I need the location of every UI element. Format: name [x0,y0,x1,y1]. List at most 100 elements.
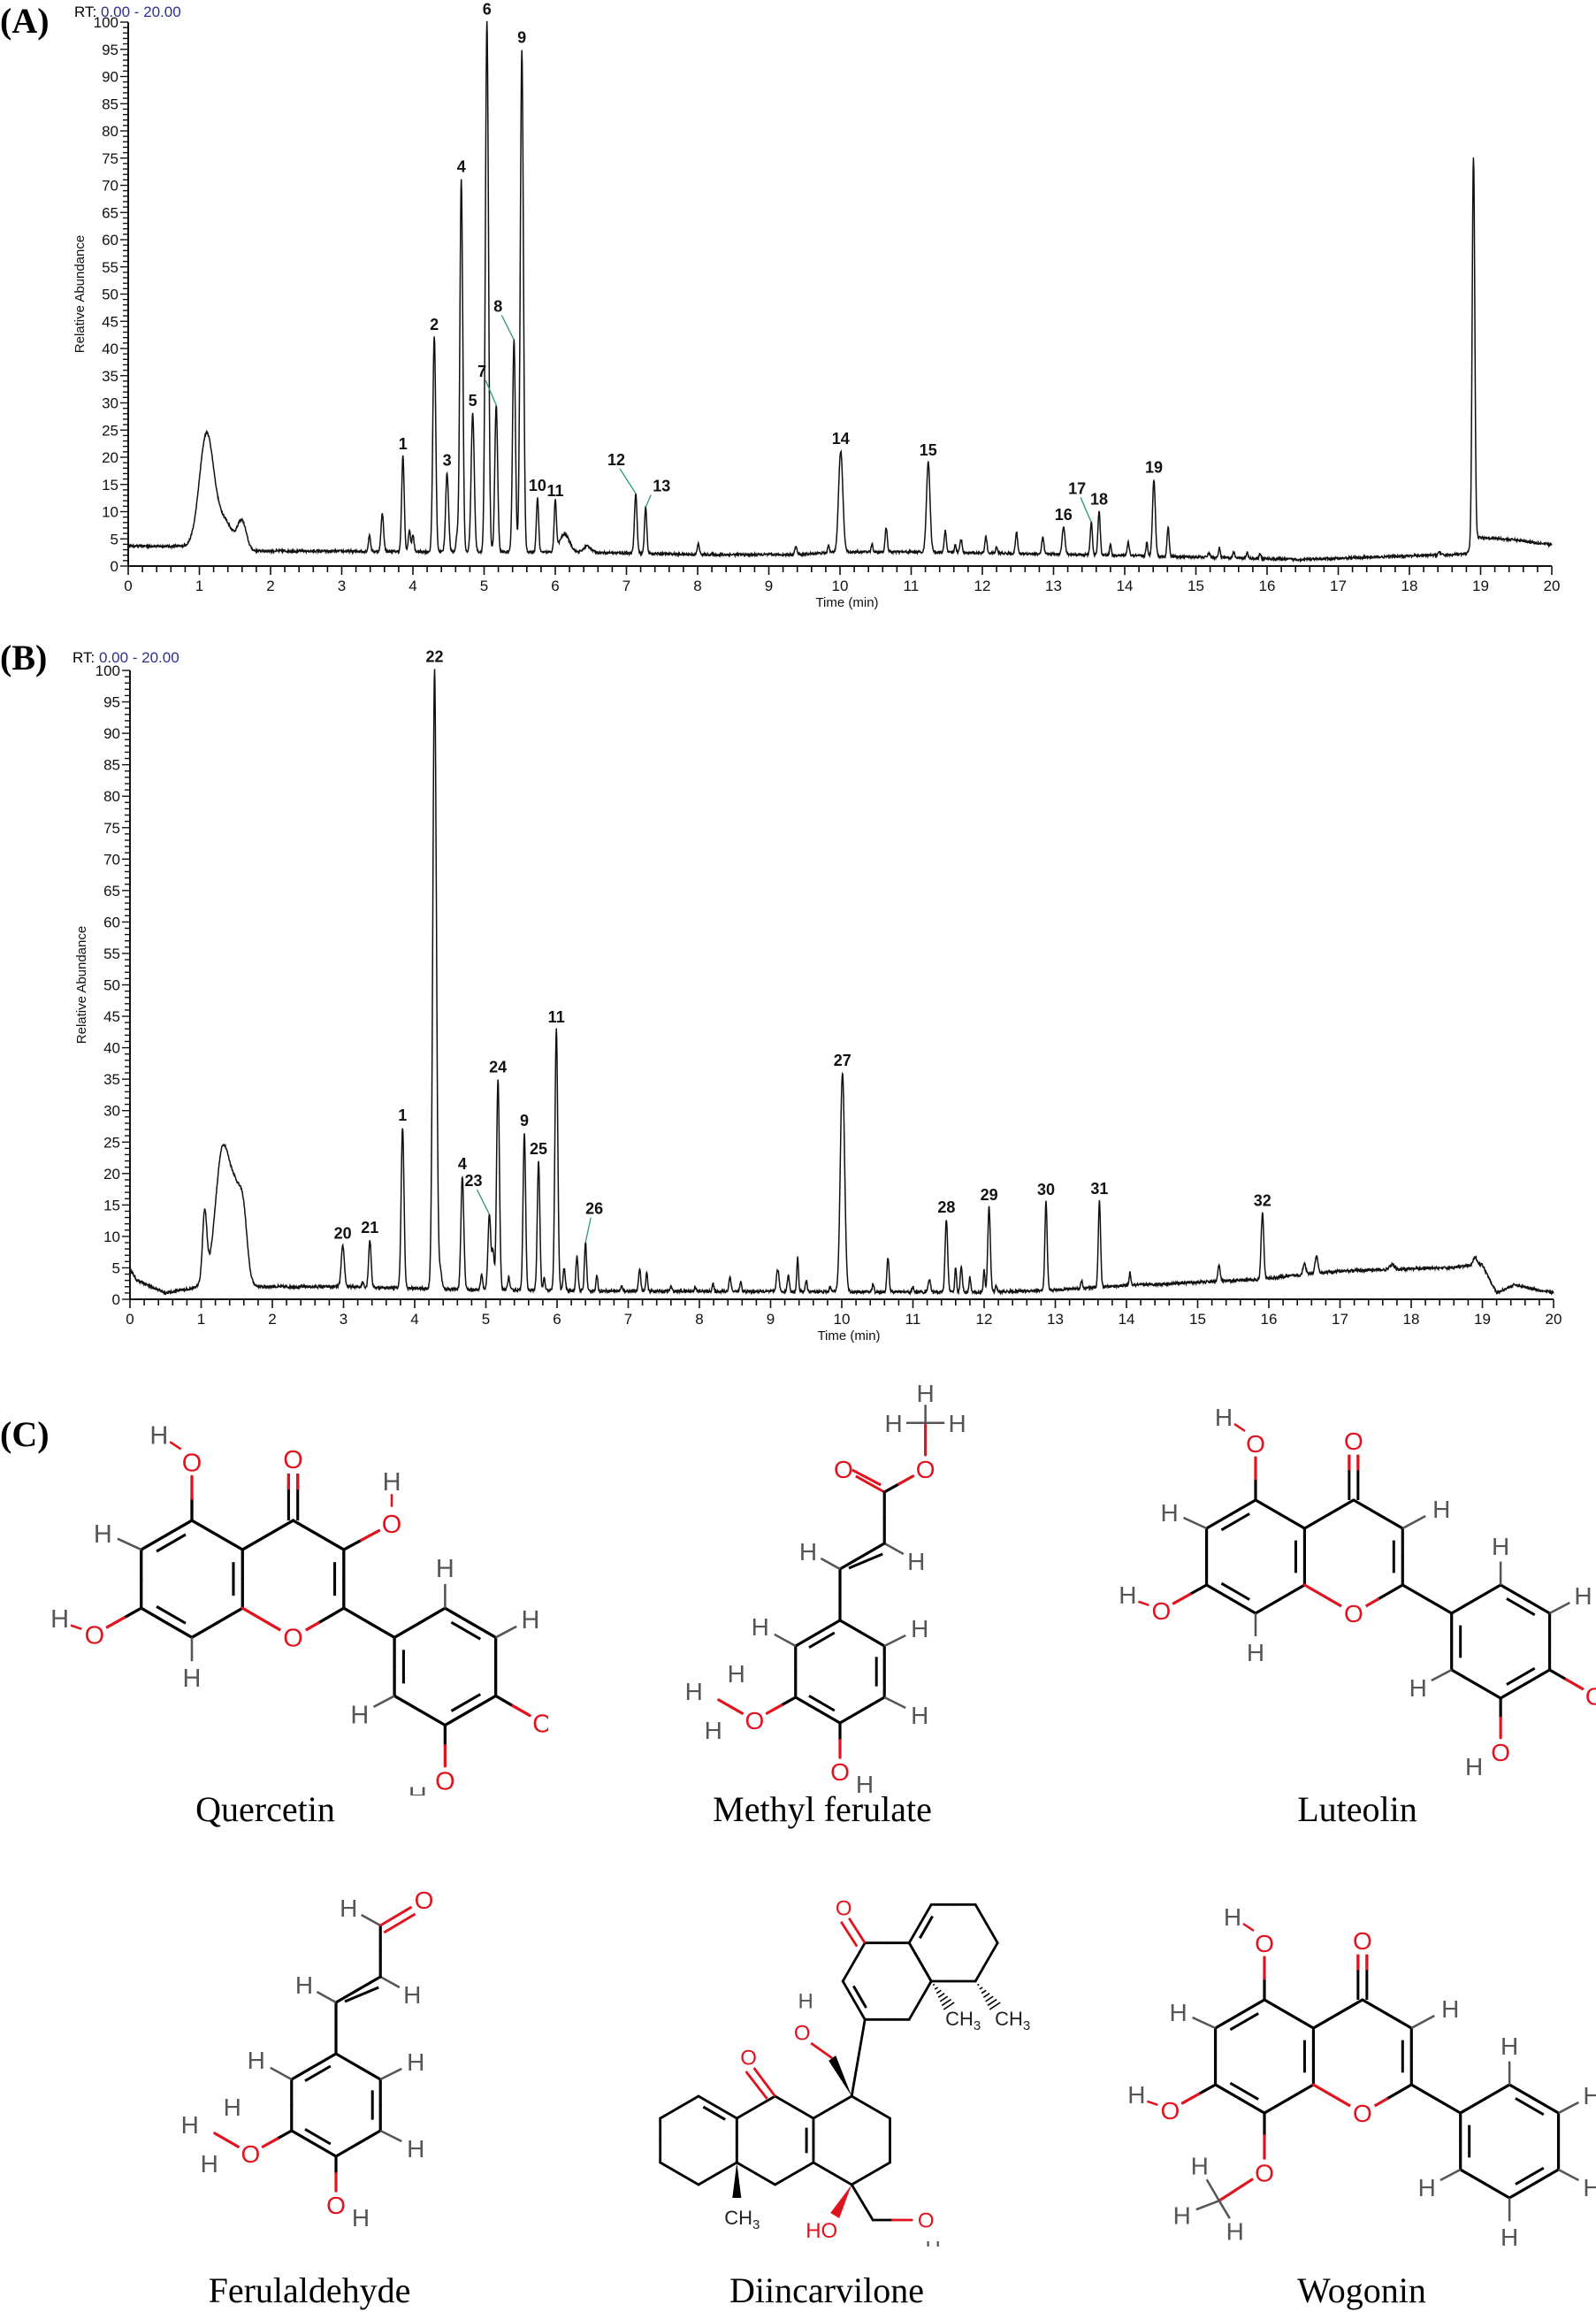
hydrogen-atom-label: H [907,1548,925,1575]
oxygen-atom-label: O [1160,2097,1180,2124]
peak-label: 26 [585,1200,603,1218]
oxygen-atom-label: O [1344,1600,1363,1627]
y-tick-label: 75 [103,820,120,837]
x-tick-label: 2 [266,578,274,594]
x-tick-label: 11 [905,1311,921,1328]
y-tick-label: 55 [103,945,120,962]
y-axis-label: Relative Abundance [74,926,89,1044]
structure-quercetin: OOOHHOHHOHHHOHOHH [50,1421,548,1795]
x-tick-label: 10 [834,1311,851,1328]
x-tick-label: 13 [1047,1311,1064,1328]
peak-label: 15 [920,441,937,459]
y-tick-label: 55 [102,259,118,276]
oxygen-atom-label: O [283,1625,303,1653]
y-tick-label: 5 [111,531,118,547]
y-axis-label: Relative Abundance [73,235,88,353]
y-tick-label: 100 [94,14,118,31]
x-tick-label: 4 [409,578,416,594]
hydrogen-atom-label: H [917,1380,935,1407]
x-tick-label: 7 [622,578,630,594]
rt-prefix: RT: [73,649,95,666]
x-tick-label: 17 [1330,578,1347,594]
hydrogen-atom-label: H [181,2111,199,2139]
panel-label-c: (C) [0,1414,50,1454]
x-tick-label: 19 [1472,578,1489,594]
peak-label: 23 [465,1172,483,1190]
x-tick-label: 0 [126,1311,134,1328]
hydrogen-atom-label: H [340,1895,357,1922]
hydrogen-atom-label: H [1119,1581,1136,1609]
panel-label-b: (B) [0,638,48,678]
y-tick-label: 85 [102,96,118,112]
peak-label: 20 [334,1225,352,1243]
peak-label: 28 [937,1198,955,1216]
peak-label: 16 [1055,506,1073,524]
hydroxyl-label: HO [806,2219,837,2243]
hydrogen-atom-label: H [1160,1499,1178,1527]
peak-label: 25 [530,1140,547,1158]
x-tick-label: 2 [268,1311,276,1328]
y-tick-label: 100 [95,662,120,679]
y-tick-label: 20 [103,1166,120,1183]
peak-label: 2 [430,316,439,333]
hydrogen-atom-label: H [685,1678,703,1705]
chromatogram-trace [129,669,1554,1297]
y-tick-label: 40 [103,1040,120,1057]
hydrogen-atom-label: H [1215,1404,1233,1431]
y-tick-label: 90 [103,725,120,742]
y-tick-label: 25 [102,422,118,439]
hydrogen-atom-label: H [1583,2174,1596,2201]
peak-label: 22 [426,648,444,666]
y-tick-label: 0 [111,558,118,575]
oxygen-atom-label: O [1344,1428,1363,1455]
compound-name-ferulaldehyde: Ferulaldehyde [208,2270,411,2310]
hydrogen-atom-label: H [94,1520,112,1549]
hydrogen-atom-label: H [521,1606,539,1634]
hydrogen-atom-label: H [752,1613,769,1641]
rt-range-label-b: RT: 0.00 - 20.00 [73,649,179,667]
x-tick-label: 16 [1261,1311,1278,1328]
compound-name-methyl-ferulate: Methyl ferulate [713,1789,932,1829]
oxygen-atom-label: O [1353,2100,1372,2127]
oxygen-atom-label: O [1585,1683,1596,1711]
peak-label: 11 [546,482,563,500]
peak-label: 7 [477,363,486,380]
oxygen-atom-label: O [745,1707,764,1734]
y-tick-label: 90 [102,69,118,86]
peak-label: 9 [520,1112,529,1129]
y-tick-label: 15 [102,477,118,494]
peak-label: 11 [548,1008,565,1026]
x-tick-label: 14 [1119,1311,1135,1328]
oxygen-atom-label: O [830,1758,850,1786]
y-tick-label: 95 [103,694,120,711]
hydrogen-atom-label: H [798,1990,813,2014]
oxygen-atom-label: O [1353,1927,1372,1955]
x-tick-label: 6 [551,578,559,594]
hydrogen-atom-label: H [409,1782,427,1795]
hydrogen-atom-label: H [1418,2174,1436,2201]
hydrogen-atom-label: H [1169,1999,1187,2026]
x-tick-label: 12 [974,578,991,594]
hydrogen-atom-label: H [728,1660,745,1688]
x-axis-label: Time (min) [817,1328,880,1344]
hydrogen-atom-label: H [403,1981,421,2009]
hydrogen-atom-label: H [1432,1496,1450,1523]
hydrogen-atom-label: H [183,1665,202,1693]
x-tick-label: 1 [197,1311,205,1328]
x-tick-label: 18 [1403,1311,1420,1328]
x-tick-label: 5 [480,578,488,594]
chromatogram-a: 0510152025303540455055606570758085909510… [73,0,1560,610]
hydrogen-atom-label: H [1191,2152,1209,2179]
peak-label: 1 [399,435,408,453]
y-tick-label: 45 [102,313,118,330]
oxygen-atom-label: O [241,2140,260,2168]
oxygen-atom-label: O [415,1887,434,1914]
peak-label: 12 [607,451,625,469]
x-tick-label: 20 [1546,1311,1562,1328]
peak-label: 8 [493,297,502,315]
y-tick-label: 70 [102,178,118,195]
hydrogen-atom-label: H [1226,2217,1244,2245]
x-tick-label: 9 [767,1311,775,1328]
hydrogen-atom-label: H [50,1605,69,1634]
